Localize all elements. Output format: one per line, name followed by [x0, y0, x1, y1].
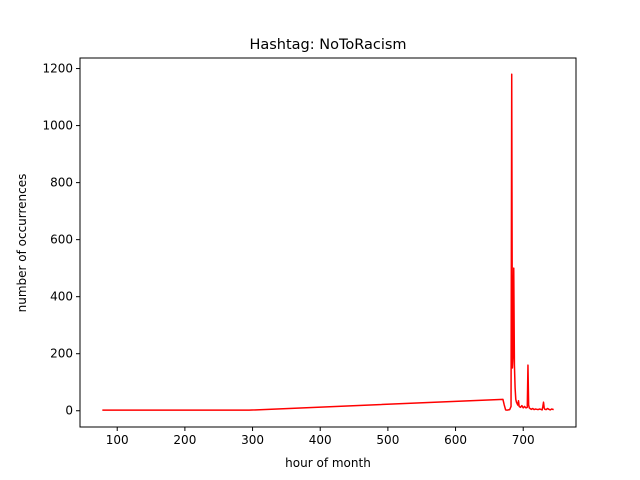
- x-tick-label: 100: [106, 433, 129, 447]
- plot-area: [102, 73, 554, 411]
- y-tick-label: 200: [50, 347, 73, 361]
- y-tick-label: 800: [50, 176, 73, 190]
- x-axis: 100 200 300 400 500 600 700: [106, 427, 535, 447]
- axes-frame: [79, 57, 577, 428]
- x-tick-label: 200: [173, 433, 196, 447]
- y-tick-label: 1000: [42, 119, 73, 133]
- y-tick-label: 400: [50, 290, 73, 304]
- x-tick-label: 400: [309, 433, 332, 447]
- x-tick-label: 500: [376, 433, 399, 447]
- y-tick-label: 600: [50, 233, 73, 247]
- y-tick-label: 0: [65, 404, 73, 418]
- x-tick-label: 600: [444, 433, 467, 447]
- y-axis: 0 200 400 600 800 1000 1200: [42, 62, 80, 418]
- y-tick-label: 1200: [42, 62, 73, 76]
- x-tick-label: 300: [241, 433, 264, 447]
- y-axis-label: number of occurrences: [15, 174, 29, 313]
- x-axis-label: hour of month: [285, 456, 371, 470]
- series-line-0: [102, 73, 554, 411]
- chart-title: Hashtag: NoToRacism: [249, 37, 406, 53]
- x-tick-label: 700: [512, 433, 535, 447]
